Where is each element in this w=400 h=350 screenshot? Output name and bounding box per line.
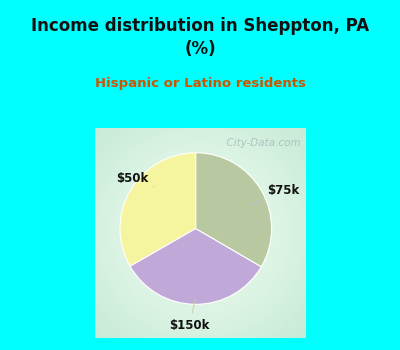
Text: $150k: $150k [169,300,210,332]
Text: Hispanic or Latino residents: Hispanic or Latino residents [94,77,306,90]
Text: Income distribution in Sheppton, PA
(%): Income distribution in Sheppton, PA (%) [31,17,369,57]
Wedge shape [196,153,272,267]
Wedge shape [120,153,196,266]
Text: City-Data.com: City-Data.com [220,138,301,148]
Text: $75k: $75k [251,184,300,205]
Text: $50k: $50k [116,172,154,187]
Wedge shape [130,229,261,304]
